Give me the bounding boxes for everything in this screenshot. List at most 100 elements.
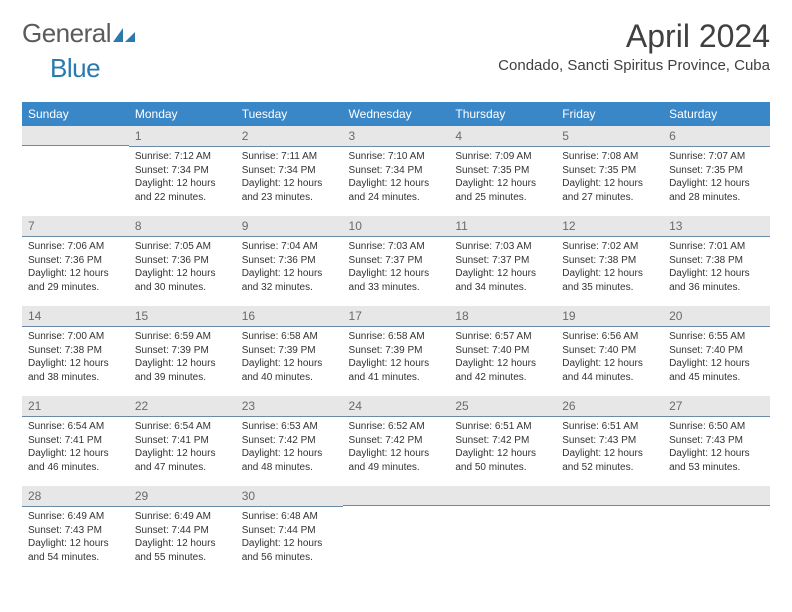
calendar-day-cell: 25Sunrise: 6:51 AMSunset: 7:42 PMDayligh… [449, 396, 556, 486]
calendar-day-cell [22, 126, 129, 216]
calendar-day-cell [663, 486, 770, 576]
day-number: 5 [556, 126, 663, 147]
day-details: Sunrise: 6:58 AMSunset: 7:39 PMDaylight:… [236, 327, 343, 390]
weekday-header: Friday [556, 102, 663, 126]
day-number: 26 [556, 396, 663, 417]
calendar-table: SundayMondayTuesdayWednesdayThursdayFrid… [22, 102, 770, 576]
day-number: 22 [129, 396, 236, 417]
empty-day-header [22, 126, 129, 146]
day-details: Sunrise: 6:51 AMSunset: 7:43 PMDaylight:… [556, 417, 663, 480]
calendar-day-cell: 16Sunrise: 6:58 AMSunset: 7:39 PMDayligh… [236, 306, 343, 396]
calendar-day-cell: 23Sunrise: 6:53 AMSunset: 7:42 PMDayligh… [236, 396, 343, 486]
day-number: 28 [22, 486, 129, 507]
calendar-day-cell: 4Sunrise: 7:09 AMSunset: 7:35 PMDaylight… [449, 126, 556, 216]
weekday-header: Monday [129, 102, 236, 126]
weekday-header: Thursday [449, 102, 556, 126]
day-number: 27 [663, 396, 770, 417]
day-number: 1 [129, 126, 236, 147]
day-details: Sunrise: 7:04 AMSunset: 7:36 PMDaylight:… [236, 237, 343, 300]
calendar-day-cell: 5Sunrise: 7:08 AMSunset: 7:35 PMDaylight… [556, 126, 663, 216]
day-details: Sunrise: 7:05 AMSunset: 7:36 PMDaylight:… [129, 237, 236, 300]
logo-text: General Blue [22, 18, 135, 92]
day-number: 30 [236, 486, 343, 507]
calendar-day-cell: 21Sunrise: 6:54 AMSunset: 7:41 PMDayligh… [22, 396, 129, 486]
calendar-day-cell: 28Sunrise: 6:49 AMSunset: 7:43 PMDayligh… [22, 486, 129, 576]
brand-logo: General Blue [22, 18, 135, 92]
calendar-header-row: SundayMondayTuesdayWednesdayThursdayFrid… [22, 102, 770, 126]
month-title: April 2024 [498, 18, 770, 55]
day-number: 17 [343, 306, 450, 327]
calendar-day-cell [449, 486, 556, 576]
weekday-header: Wednesday [343, 102, 450, 126]
calendar-page: General Blue April 2024 Condado, Sancti … [0, 0, 792, 594]
day-number: 6 [663, 126, 770, 147]
day-number: 7 [22, 216, 129, 237]
day-details: Sunrise: 6:51 AMSunset: 7:42 PMDaylight:… [449, 417, 556, 480]
day-details: Sunrise: 7:11 AMSunset: 7:34 PMDaylight:… [236, 147, 343, 210]
calendar-week-row: 1Sunrise: 7:12 AMSunset: 7:34 PMDaylight… [22, 126, 770, 216]
day-number: 23 [236, 396, 343, 417]
calendar-day-cell [343, 486, 450, 576]
calendar-day-cell: 19Sunrise: 6:56 AMSunset: 7:40 PMDayligh… [556, 306, 663, 396]
calendar-day-cell: 14Sunrise: 7:00 AMSunset: 7:38 PMDayligh… [22, 306, 129, 396]
calendar-day-cell: 20Sunrise: 6:55 AMSunset: 7:40 PMDayligh… [663, 306, 770, 396]
day-details: Sunrise: 7:09 AMSunset: 7:35 PMDaylight:… [449, 147, 556, 210]
empty-day-header [663, 486, 770, 506]
logo-word-general: General [22, 18, 111, 48]
calendar-day-cell: 30Sunrise: 6:48 AMSunset: 7:44 PMDayligh… [236, 486, 343, 576]
day-details: Sunrise: 6:49 AMSunset: 7:44 PMDaylight:… [129, 507, 236, 570]
calendar-week-row: 21Sunrise: 6:54 AMSunset: 7:41 PMDayligh… [22, 396, 770, 486]
calendar-day-cell: 9Sunrise: 7:04 AMSunset: 7:36 PMDaylight… [236, 216, 343, 306]
calendar-day-cell: 1Sunrise: 7:12 AMSunset: 7:34 PMDaylight… [129, 126, 236, 216]
calendar-day-cell: 17Sunrise: 6:58 AMSunset: 7:39 PMDayligh… [343, 306, 450, 396]
calendar-day-cell: 26Sunrise: 6:51 AMSunset: 7:43 PMDayligh… [556, 396, 663, 486]
day-number: 16 [236, 306, 343, 327]
day-number: 21 [22, 396, 129, 417]
calendar-day-cell: 7Sunrise: 7:06 AMSunset: 7:36 PMDaylight… [22, 216, 129, 306]
day-number: 4 [449, 126, 556, 147]
calendar-week-row: 14Sunrise: 7:00 AMSunset: 7:38 PMDayligh… [22, 306, 770, 396]
day-details: Sunrise: 7:00 AMSunset: 7:38 PMDaylight:… [22, 327, 129, 390]
calendar-day-cell [556, 486, 663, 576]
weekday-header: Tuesday [236, 102, 343, 126]
day-number: 15 [129, 306, 236, 327]
day-details: Sunrise: 7:01 AMSunset: 7:38 PMDaylight:… [663, 237, 770, 300]
empty-day-header [343, 486, 450, 506]
calendar-day-cell: 10Sunrise: 7:03 AMSunset: 7:37 PMDayligh… [343, 216, 450, 306]
day-number: 11 [449, 216, 556, 237]
day-number: 18 [449, 306, 556, 327]
empty-day-header [556, 486, 663, 506]
calendar-day-cell: 15Sunrise: 6:59 AMSunset: 7:39 PMDayligh… [129, 306, 236, 396]
day-details: Sunrise: 7:03 AMSunset: 7:37 PMDaylight:… [343, 237, 450, 300]
empty-day-header [449, 486, 556, 506]
day-number: 14 [22, 306, 129, 327]
logo-word-blue: Blue [50, 53, 100, 83]
calendar-day-cell: 3Sunrise: 7:10 AMSunset: 7:34 PMDaylight… [343, 126, 450, 216]
calendar-day-cell: 2Sunrise: 7:11 AMSunset: 7:34 PMDaylight… [236, 126, 343, 216]
day-number: 25 [449, 396, 556, 417]
day-number: 12 [556, 216, 663, 237]
day-number: 8 [129, 216, 236, 237]
day-details: Sunrise: 6:56 AMSunset: 7:40 PMDaylight:… [556, 327, 663, 390]
day-number: 13 [663, 216, 770, 237]
day-details: Sunrise: 6:54 AMSunset: 7:41 PMDaylight:… [22, 417, 129, 480]
weekday-header: Saturday [663, 102, 770, 126]
day-details: Sunrise: 6:54 AMSunset: 7:41 PMDaylight:… [129, 417, 236, 480]
weekday-header: Sunday [22, 102, 129, 126]
day-details: Sunrise: 7:10 AMSunset: 7:34 PMDaylight:… [343, 147, 450, 210]
day-details: Sunrise: 6:58 AMSunset: 7:39 PMDaylight:… [343, 327, 450, 390]
calendar-day-cell: 24Sunrise: 6:52 AMSunset: 7:42 PMDayligh… [343, 396, 450, 486]
title-block: April 2024 Condado, Sancti Spiritus Prov… [498, 18, 770, 74]
day-number: 3 [343, 126, 450, 147]
day-number: 24 [343, 396, 450, 417]
calendar-day-cell: 29Sunrise: 6:49 AMSunset: 7:44 PMDayligh… [129, 486, 236, 576]
day-number: 29 [129, 486, 236, 507]
day-details: Sunrise: 7:02 AMSunset: 7:38 PMDaylight:… [556, 237, 663, 300]
day-number: 10 [343, 216, 450, 237]
day-number: 19 [556, 306, 663, 327]
calendar-day-cell: 11Sunrise: 7:03 AMSunset: 7:37 PMDayligh… [449, 216, 556, 306]
calendar-body: 1Sunrise: 7:12 AMSunset: 7:34 PMDaylight… [22, 126, 770, 576]
day-number: 9 [236, 216, 343, 237]
day-details: Sunrise: 7:08 AMSunset: 7:35 PMDaylight:… [556, 147, 663, 210]
day-details: Sunrise: 6:48 AMSunset: 7:44 PMDaylight:… [236, 507, 343, 570]
